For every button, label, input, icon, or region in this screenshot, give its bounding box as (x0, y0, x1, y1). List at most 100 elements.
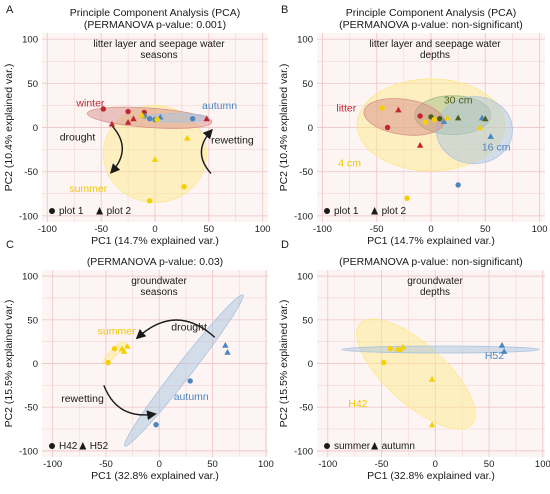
legend: H42 H52 (49, 441, 109, 452)
ellipse-blue (436, 96, 513, 165)
data-point-circle-red (100, 106, 107, 112)
y-tick-label: 0 (308, 123, 313, 134)
group-label: H42 (348, 398, 367, 410)
panel-c: C (PERMANOVA p-value: 0.03) -100 -50 0 50 100 1… (3, 239, 274, 482)
legend: plot 1 plot 2 (49, 206, 132, 217)
chart-subtitle: (PERMANOVA p-value: 0.001) (84, 19, 226, 31)
ellipse-blue (123, 294, 244, 447)
data-point-triangle-yellow (151, 156, 159, 162)
data-point-triangle-blue (440, 118, 448, 124)
legend: plot 1 plot 2 (324, 206, 407, 217)
curved-arrow (200, 128, 213, 174)
data-point-circle-yellow (111, 345, 118, 352)
legend: summer autumn (324, 441, 415, 452)
panel-annotation: litter layer and seepage water (93, 39, 225, 50)
data-point-circle-yellow (380, 359, 387, 366)
x-axis-label: PC1 (32.8% explained var.) (91, 470, 219, 482)
legend-label: plot 2 (382, 206, 407, 217)
group-label: litter (336, 103, 356, 115)
panel-d: D (PERMANOVA p-value: non-significant) -10… (278, 239, 550, 482)
chart-title: Principle Component Analysis (PCA) (70, 7, 240, 19)
x-tick-label: 100 (535, 459, 550, 470)
x-tick-label: -100 (38, 224, 57, 235)
data-point-circle-blue (153, 421, 159, 428)
group-label: rewetting (211, 134, 254, 146)
legend-circle-marker (49, 443, 55, 449)
group-label: winter (75, 97, 105, 109)
data-point-triangle-red (108, 120, 116, 127)
x-axis-label: PC1 (32.8% explained var.) (367, 470, 495, 482)
legend-label: H52 (90, 441, 109, 452)
data-point-circle-yellow (154, 116, 160, 123)
data-point-circle-blue (187, 378, 193, 384)
data-point-triangle-red (395, 106, 402, 113)
x-tick-label: 50 (484, 459, 495, 470)
gridlines (42, 270, 268, 457)
legend-circle-marker (324, 443, 330, 449)
data-point-triangle-yellow (138, 111, 146, 118)
data-point-triangle-yellow (428, 376, 436, 382)
y-tick-label: -50 (299, 167, 313, 178)
legend-triangle-marker (79, 442, 87, 450)
x-tick-label: -100 (43, 459, 62, 470)
x-tick-label: 0 (428, 224, 433, 235)
ellipse-yellow (102, 105, 208, 203)
confidence-ellipses (103, 294, 244, 447)
y-tick-label: 100 (22, 35, 38, 46)
panel-annotation: litter layer and seepage water (369, 39, 501, 50)
y-axis-label: PC2 (10.4% explained var.) (278, 64, 290, 192)
data-point-circle-yellow (422, 119, 429, 125)
data-point-triangle-blue (487, 133, 494, 139)
panel-letter: D (281, 239, 289, 251)
x-tick-label: -50 (94, 224, 108, 235)
data-point-triangle-blue (498, 341, 506, 348)
group-label: autumn (174, 391, 209, 403)
y-tick-label: -100 (294, 446, 313, 457)
x-tick-label: -100 (318, 459, 337, 470)
curved-arrow (103, 385, 157, 421)
chart-title: Principle Component Analysis (PCA) (346, 7, 516, 19)
x-tick-label: 100 (258, 459, 274, 470)
chart-subtitle: (PERMANOVA p-value: non-significant) (339, 256, 523, 268)
data-point-circle-blue (146, 115, 153, 122)
y-tick-label: 100 (22, 272, 38, 283)
legend-circle-marker (324, 208, 330, 214)
data-point-triangle-yellow (428, 421, 436, 428)
curved-arrow (109, 125, 123, 174)
data-point-circle-red (417, 113, 423, 119)
x-tick-label: 0 (157, 459, 162, 470)
data-point-triangle-yellow (184, 134, 191, 141)
data-point-circle-blue (455, 182, 461, 188)
data-point-triangle-yellow (396, 346, 404, 353)
legend-label: plot 2 (107, 206, 132, 217)
x-tick-label: 100 (255, 224, 271, 235)
legend-label: plot 1 (59, 206, 84, 217)
data-point-triangle-yellow (120, 348, 128, 354)
y-tick-label: -100 (294, 211, 313, 222)
legend-triangle-marker (371, 207, 379, 215)
ellipse-blue (341, 345, 541, 354)
data-point-triangle-yellow (399, 343, 407, 350)
data-point-triangle-yellow (124, 342, 131, 349)
data-point-circle-red (125, 108, 131, 115)
y-axis-label: PC2 (10.4% explained var.) (3, 64, 15, 192)
legend-triangle-marker (96, 207, 104, 215)
panel-a: A Principle Component Analysis (PCA)(PERM… (3, 4, 271, 247)
x-tick-label: -100 (313, 224, 332, 235)
y-axis-label: PC2 (15.5% explained var.) (3, 300, 15, 428)
y-tick-label: 100 (297, 272, 313, 283)
data-point-circle-blue (189, 115, 196, 122)
panel-annotation: groundwater (407, 276, 463, 287)
x-tick-label: 0 (152, 224, 157, 235)
y-tick-label: 50 (27, 315, 38, 326)
legend-label: plot 1 (334, 206, 359, 217)
group-label: drought (171, 321, 207, 333)
data-point-triangle-yellow (476, 124, 484, 131)
group-label: drought (60, 132, 96, 144)
group-label: autumn (202, 100, 237, 112)
data-point-triangle-red (130, 115, 137, 122)
panel-b: B Principle Component Analysis (PCA)(PERM… (278, 4, 548, 247)
y-axis-label: PC2 (15.5% explained var.) (278, 300, 290, 428)
y-tick-label: 0 (33, 123, 38, 134)
panel-annotation: groundwater (131, 276, 187, 287)
